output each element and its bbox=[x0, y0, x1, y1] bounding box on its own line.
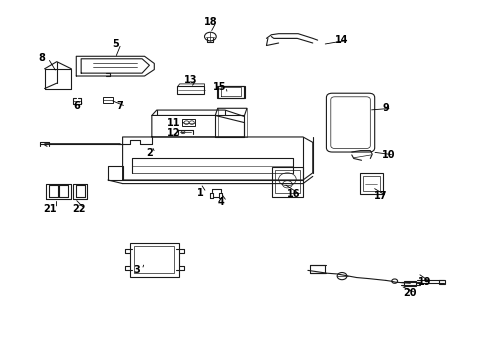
Text: 4: 4 bbox=[217, 197, 224, 207]
Text: 7: 7 bbox=[117, 102, 123, 112]
Bar bbox=[438, 280, 445, 284]
Text: 6: 6 bbox=[73, 102, 80, 112]
Text: 11: 11 bbox=[167, 118, 180, 128]
Bar bbox=[359, 173, 382, 194]
Text: 14: 14 bbox=[335, 35, 348, 45]
Bar bbox=[275, 170, 299, 193]
Text: 22: 22 bbox=[72, 204, 85, 214]
Text: 2: 2 bbox=[146, 148, 152, 158]
Text: 15: 15 bbox=[213, 82, 226, 92]
Bar bbox=[177, 86, 204, 94]
Text: 19: 19 bbox=[417, 277, 431, 287]
Text: 17: 17 bbox=[373, 191, 387, 201]
Bar bbox=[134, 246, 174, 273]
Bar bbox=[362, 176, 379, 192]
Bar bbox=[309, 265, 325, 273]
Text: 18: 18 bbox=[203, 17, 217, 27]
Text: 9: 9 bbox=[382, 103, 388, 113]
Text: 12: 12 bbox=[167, 129, 180, 138]
Bar bbox=[102, 97, 113, 103]
Bar bbox=[181, 120, 195, 126]
Text: 1: 1 bbox=[197, 188, 203, 198]
Bar bbox=[404, 281, 415, 286]
Text: 5: 5 bbox=[112, 39, 119, 49]
Bar bbox=[216, 86, 244, 98]
Text: 3: 3 bbox=[133, 265, 140, 275]
Text: 13: 13 bbox=[184, 75, 197, 85]
Bar bbox=[271, 167, 303, 197]
Bar bbox=[130, 243, 178, 276]
Text: 10: 10 bbox=[381, 150, 394, 160]
Text: 8: 8 bbox=[39, 53, 45, 63]
Text: 16: 16 bbox=[286, 189, 300, 199]
Text: 21: 21 bbox=[43, 204, 57, 214]
Text: 20: 20 bbox=[403, 288, 416, 298]
